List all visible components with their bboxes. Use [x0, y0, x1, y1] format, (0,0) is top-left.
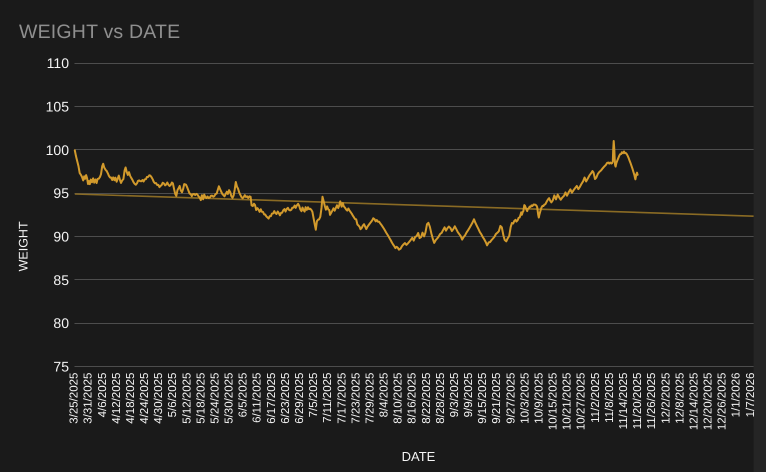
svg-text:11/14/2025: 11/14/2025: [618, 373, 630, 430]
svg-text:6/23/2025: 6/23/2025: [280, 373, 292, 424]
svg-text:DATE: DATE: [402, 449, 436, 464]
svg-text:10/15/2025: 10/15/2025: [548, 373, 560, 431]
svg-text:75: 75: [53, 359, 69, 375]
svg-text:9/21/2025: 9/21/2025: [491, 373, 503, 424]
svg-text:10/9/2025: 10/9/2025: [533, 373, 545, 424]
svg-text:110: 110: [47, 55, 70, 71]
svg-text:5/6/2025: 5/6/2025: [167, 373, 179, 418]
svg-text:5/24/2025: 5/24/2025: [209, 373, 221, 424]
svg-text:90: 90: [53, 229, 69, 245]
svg-text:80: 80: [53, 315, 69, 331]
svg-text:3/25/2025: 3/25/2025: [69, 373, 81, 424]
svg-text:95: 95: [53, 185, 69, 201]
svg-text:11/8/2025: 11/8/2025: [604, 373, 616, 423]
svg-text:4/30/2025: 4/30/2025: [153, 373, 165, 424]
svg-text:9/15/2025: 9/15/2025: [477, 373, 489, 424]
svg-text:1/7/2026: 1/7/2026: [745, 373, 757, 418]
svg-text:5/30/2025: 5/30/2025: [224, 373, 236, 424]
svg-text:1/1/2026: 1/1/2026: [731, 373, 743, 418]
svg-text:11/2/2025: 11/2/2025: [590, 373, 602, 423]
svg-text:6/17/2025: 6/17/2025: [266, 373, 278, 424]
svg-text:6/11/2025: 6/11/2025: [252, 373, 264, 423]
svg-text:100: 100: [46, 142, 70, 158]
svg-text:4/18/2025: 4/18/2025: [125, 373, 137, 424]
svg-text:7/29/2025: 7/29/2025: [364, 373, 376, 424]
svg-text:5/12/2025: 5/12/2025: [181, 373, 193, 424]
svg-text:4/12/2025: 4/12/2025: [111, 373, 123, 424]
svg-text:10/27/2025: 10/27/2025: [576, 373, 588, 431]
svg-text:WEIGHT vs DATE: WEIGHT vs DATE: [19, 21, 180, 43]
svg-text:4/24/2025: 4/24/2025: [139, 373, 151, 424]
svg-text:7/5/2025: 7/5/2025: [308, 373, 320, 418]
svg-text:8/16/2025: 8/16/2025: [407, 373, 419, 424]
svg-text:12/26/2025: 12/26/2025: [717, 373, 729, 431]
svg-text:12/8/2025: 12/8/2025: [674, 373, 686, 424]
svg-text:11/26/2025: 11/26/2025: [646, 373, 658, 430]
svg-text:9/3/2025: 9/3/2025: [449, 373, 461, 418]
svg-text:11/20/2025: 11/20/2025: [632, 373, 644, 430]
svg-text:4/6/2025: 4/6/2025: [97, 373, 109, 418]
svg-text:85: 85: [53, 272, 69, 288]
svg-text:7/17/2025: 7/17/2025: [336, 373, 348, 424]
svg-text:6/5/2025: 6/5/2025: [238, 373, 250, 418]
svg-text:10/3/2025: 10/3/2025: [519, 373, 531, 424]
svg-text:6/29/2025: 6/29/2025: [294, 373, 306, 424]
svg-text:3/31/2025: 3/31/2025: [83, 373, 95, 424]
svg-text:7/11/2025: 7/11/2025: [322, 373, 334, 423]
svg-text:5/18/2025: 5/18/2025: [195, 373, 207, 424]
svg-text:105: 105: [46, 99, 70, 115]
svg-text:WEIGHT: WEIGHT: [17, 221, 31, 271]
svg-text:12/14/2025: 12/14/2025: [688, 373, 700, 431]
svg-text:9/27/2025: 9/27/2025: [505, 373, 517, 424]
svg-text:8/22/2025: 8/22/2025: [421, 373, 433, 424]
svg-text:8/10/2025: 8/10/2025: [393, 373, 405, 424]
svg-text:12/20/2025: 12/20/2025: [703, 373, 715, 431]
svg-text:9/9/2025: 9/9/2025: [463, 373, 475, 418]
svg-text:12/2/2025: 12/2/2025: [660, 373, 672, 424]
svg-text:7/23/2025: 7/23/2025: [350, 373, 362, 424]
svg-text:8/4/2025: 8/4/2025: [379, 373, 391, 418]
svg-text:10/21/2025: 10/21/2025: [562, 373, 574, 431]
svg-text:8/28/2025: 8/28/2025: [435, 373, 447, 424]
